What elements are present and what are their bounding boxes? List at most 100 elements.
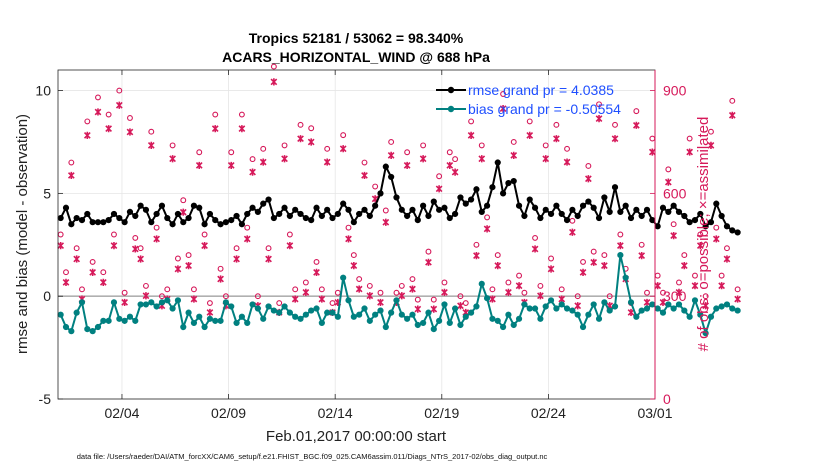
obs-possible-marker bbox=[430, 296, 437, 303]
bias-point bbox=[569, 307, 576, 314]
rmse-point bbox=[158, 202, 166, 209]
obs-possible-marker bbox=[457, 293, 464, 300]
bias-point bbox=[121, 317, 128, 324]
rmse-point bbox=[89, 219, 96, 226]
obs-possible-marker bbox=[222, 293, 229, 300]
rmse-point bbox=[356, 210, 363, 218]
rmse-point bbox=[633, 206, 640, 213]
obs-assimilated-marker bbox=[553, 135, 560, 143]
bias-point bbox=[489, 315, 496, 322]
rmse-point bbox=[617, 208, 624, 215]
bias-point bbox=[158, 299, 166, 306]
rmse-point bbox=[452, 210, 459, 218]
rmse-point bbox=[84, 210, 91, 218]
obs-possible-marker bbox=[63, 269, 69, 276]
rmse-point bbox=[73, 214, 80, 222]
obs-assimilated-marker bbox=[297, 135, 304, 143]
bias-point bbox=[206, 315, 214, 322]
rmse-point bbox=[505, 179, 512, 187]
obs-assimilated-marker bbox=[147, 141, 155, 149]
bias-point bbox=[558, 301, 565, 308]
bias-point bbox=[62, 323, 70, 331]
rmse-point bbox=[116, 214, 123, 222]
bias-point bbox=[611, 303, 619, 310]
bias-point bbox=[78, 299, 86, 306]
legend-rmse-marker bbox=[447, 86, 455, 94]
obs-assimilated-marker bbox=[675, 288, 683, 296]
obs-assimilated-marker bbox=[153, 235, 160, 243]
obs-possible-marker bbox=[537, 282, 544, 289]
bias-point bbox=[553, 305, 560, 312]
obs-assimilated-marker bbox=[569, 228, 576, 236]
bias-point bbox=[627, 299, 635, 306]
bias-point bbox=[313, 305, 320, 312]
obs-possible-marker bbox=[238, 111, 245, 118]
obs-assimilated-marker bbox=[361, 171, 368, 180]
left-y-tick-label: 0 bbox=[43, 288, 51, 304]
obs-assimilated-marker bbox=[723, 255, 731, 263]
rmse-point bbox=[366, 212, 373, 220]
rmse-point bbox=[521, 212, 528, 220]
obs-assimilated-marker bbox=[590, 258, 598, 266]
obs-assimilated-marker bbox=[585, 175, 592, 183]
obs-assimilated-marker bbox=[494, 262, 502, 270]
rmse-point bbox=[499, 190, 507, 197]
rmse-point bbox=[686, 219, 693, 226]
rmse-point bbox=[569, 206, 576, 213]
bias-point bbox=[707, 313, 715, 320]
bias-point bbox=[478, 280, 485, 287]
obs-possible-marker bbox=[174, 255, 181, 262]
bias-point bbox=[201, 323, 208, 331]
bias-point bbox=[483, 295, 491, 302]
bias-point bbox=[713, 305, 720, 312]
obs-count-markers bbox=[57, 63, 741, 317]
rmse-point bbox=[665, 208, 672, 215]
obs-possible-marker bbox=[180, 197, 187, 204]
right-y-axis-ticks: 0 300 600 900 bbox=[650, 70, 687, 407]
obs-assimilated-marker bbox=[387, 151, 395, 159]
rmse-point bbox=[547, 210, 555, 218]
rmse-point bbox=[638, 212, 645, 220]
obs-assimilated-marker bbox=[105, 125, 113, 133]
rmse-point bbox=[537, 214, 544, 222]
obs-possible-marker bbox=[468, 118, 475, 125]
rmse-point bbox=[206, 210, 214, 218]
obs-possible-marker bbox=[692, 272, 698, 279]
x-tick-label: 03/01 bbox=[637, 405, 672, 421]
rmse-point bbox=[388, 173, 395, 181]
bias-point bbox=[601, 299, 608, 306]
obs-possible-marker bbox=[601, 252, 608, 259]
obs-assimilated-marker bbox=[446, 161, 454, 170]
obs-possible-marker bbox=[404, 149, 411, 156]
bias-point bbox=[238, 313, 245, 320]
obs-possible-marker bbox=[254, 293, 261, 300]
bias-point bbox=[595, 315, 603, 322]
obs-possible-marker bbox=[68, 159, 75, 166]
obs-assimilated-marker bbox=[686, 148, 694, 156]
bias-point bbox=[308, 307, 315, 314]
obs-possible-marker bbox=[590, 248, 597, 255]
obs-possible-marker bbox=[302, 279, 309, 286]
rmse-point bbox=[324, 206, 331, 213]
obs-possible-marker bbox=[420, 142, 427, 149]
obs-assimilated-marker bbox=[654, 282, 662, 290]
obs-possible-marker bbox=[596, 101, 602, 108]
obs-possible-marker bbox=[111, 231, 117, 238]
rmse-point bbox=[595, 214, 603, 222]
bias-point bbox=[249, 301, 256, 308]
bias-point bbox=[420, 319, 427, 327]
rmse-point bbox=[377, 190, 384, 197]
bias-point bbox=[505, 311, 512, 318]
obs-assimilated-marker bbox=[110, 242, 118, 250]
obs-assimilated-marker bbox=[505, 288, 512, 296]
obs-possible-marker bbox=[350, 252, 357, 259]
obs-assimilated-marker bbox=[718, 282, 725, 290]
left-y-tick-label: -5 bbox=[39, 391, 52, 407]
obs-assimilated-marker bbox=[680, 262, 688, 270]
rmse-point bbox=[531, 204, 539, 211]
rmse-point bbox=[148, 219, 155, 226]
bias-point bbox=[542, 303, 549, 310]
bias-point bbox=[126, 313, 134, 320]
bias-point bbox=[100, 317, 107, 324]
